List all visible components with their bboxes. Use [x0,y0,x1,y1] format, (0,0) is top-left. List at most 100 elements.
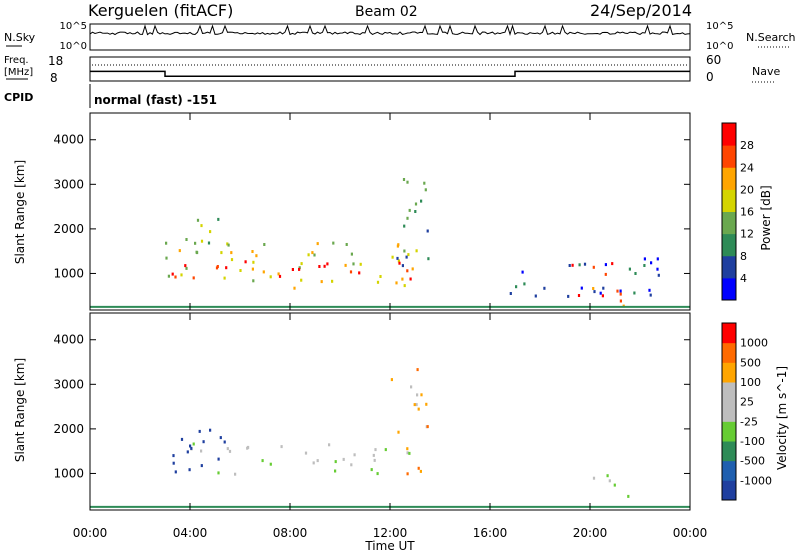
heatmap-cell [216,265,219,268]
heatmap-cell [403,284,406,288]
heatmap-cell [515,285,518,289]
power-heatmap [90,178,690,308]
colorbar-tick-label: 500 [740,356,761,369]
heatmap-cell [316,459,319,463]
heatmap-cell [396,256,399,260]
heatmap-cell [194,241,197,245]
x-tick-label: 16:00 [473,526,508,540]
count-tick-left-low: 10^0 [60,41,87,52]
date-title: 24/Sep/2014 [590,1,692,20]
nave-label: Nave [752,65,780,78]
heatmap-cell [521,270,524,274]
y-tick-label: 1000 [53,466,84,480]
heatmap-cell [602,286,605,290]
nsky-trace [89,24,691,37]
heatmap-cell [415,403,418,407]
heatmap-cell [226,447,229,451]
freq-trace [90,70,690,77]
heatmap-cell [372,453,375,457]
heatmap-cell [190,446,193,450]
heatmap-cell [407,253,410,257]
heatmap-cell [223,276,226,280]
velocity-heatmap [90,368,690,508]
heatmap-cell [255,254,258,258]
heatmap-cell [419,469,422,473]
heatmap-cell [252,260,255,264]
heatmap-cell [252,279,255,283]
count-tick-right-high: 10^5 [706,21,733,32]
heatmap-cell [334,460,337,464]
heatmap-cell [251,250,254,253]
heatmap-cell [352,262,355,266]
heatmap-cell [401,264,404,268]
colorbar-cell [722,233,736,257]
heatmap-cell [403,249,406,253]
heatmap-cell [391,255,394,259]
heatmap-cell [578,263,581,267]
y-tick-label: 3000 [53,177,84,191]
heatmap-cell [568,264,571,267]
heatmap-cell [200,224,203,228]
heatmap-cell [613,483,616,487]
heatmap-cell [334,469,337,473]
heatmap-cell [379,275,382,278]
freq-panel-frame [89,56,691,82]
heatmap-cell [217,217,220,221]
heatmap-cell [209,428,212,432]
colorbar-frame [721,122,737,301]
heatmap-cell [189,444,192,448]
x-tick-label: 20:00 [573,526,608,540]
heatmap-cell [648,288,651,292]
power-panel-frame [89,112,691,311]
heatmap-cell [342,457,345,461]
heatmap-cell [376,472,379,476]
heatmap-cell [567,294,570,298]
heatmap-cell [172,454,175,458]
heatmap-cell [165,241,168,245]
heatmap-cell [217,457,220,461]
colorbar-tick-label: -25 [740,415,758,428]
heatmap-cell [184,264,187,268]
heatmap-cell [592,265,595,269]
x-tick-label: 04:00 [173,526,208,540]
nave-tick-high: 60 [706,53,721,67]
heatmap-cell [298,267,301,271]
heatmap-cell [408,451,411,455]
heatmap-cell [406,451,409,455]
heatmap-cell [410,385,413,389]
heatmap-cell [209,230,212,234]
station-title: Kerguelen (fitACF) [88,1,233,20]
colorbar-cell [722,382,736,403]
heatmap-cell [180,437,184,441]
heatmap-cell [323,264,326,268]
heatmap-cell [311,251,314,255]
heatmap-cell [188,468,191,472]
heatmap-cell [185,238,188,241]
colorbar-cell [722,277,736,301]
heatmap-cell [534,294,537,298]
heatmap-cell [353,453,356,457]
heatmap-cell [619,292,622,296]
heatmap-cell [269,275,272,279]
heatmap-cell [406,180,409,184]
heatmap-cell [374,448,377,452]
velocity-colorbar: 1000 500 100 25 -25 -100 -500 -1000 [721,322,772,501]
heatmap-cell [307,253,310,257]
heatmap-cell [326,262,329,266]
velocity-colorbar-label: Velocity [m s^-1] [775,366,789,470]
cpid-label: CPID [4,91,33,104]
heatmap-cell [411,267,414,271]
heatmap-cell [293,286,296,290]
heatmap-cell [593,290,596,294]
velocity-x-axis: 00:00 04:00 08:00 12:00 16:00 20:00 00:00 [73,313,707,540]
colorbar-tick-label: 1000 [740,337,768,350]
heatmap-cell [300,262,303,266]
heatmap-cell [397,259,400,263]
heatmap-cell [192,442,195,446]
heatmap-cell [616,289,619,293]
heatmap-cell [643,257,646,261]
heatmap-cell [331,279,334,283]
heatmap-cell [604,272,607,276]
colorbar-tick-label: -500 [740,455,765,468]
heatmap-cell [601,294,604,298]
